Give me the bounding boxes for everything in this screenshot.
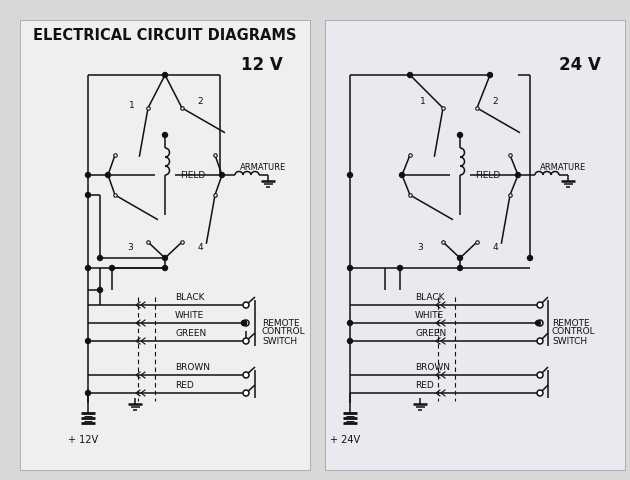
Text: ARMATURE: ARMATURE	[240, 164, 286, 172]
Text: BLACK: BLACK	[175, 293, 205, 302]
Text: SWITCH: SWITCH	[262, 336, 297, 346]
Circle shape	[105, 172, 110, 178]
Circle shape	[241, 321, 246, 325]
Circle shape	[399, 172, 404, 178]
Text: 3: 3	[417, 243, 423, 252]
Text: BROWN: BROWN	[415, 363, 450, 372]
Text: GREEN: GREEN	[175, 329, 206, 338]
Circle shape	[348, 172, 353, 178]
Circle shape	[243, 338, 249, 344]
Circle shape	[243, 390, 249, 396]
Circle shape	[219, 172, 224, 178]
Circle shape	[243, 372, 249, 378]
Text: FIELD: FIELD	[180, 170, 205, 180]
Text: 4: 4	[197, 243, 203, 252]
Text: 4: 4	[492, 243, 498, 252]
Circle shape	[457, 255, 462, 261]
Circle shape	[243, 302, 249, 308]
Text: RED: RED	[175, 381, 194, 390]
Text: GREEN: GREEN	[415, 329, 446, 338]
Text: ELECTRICAL CIRCUIT DIAGRAMS: ELECTRICAL CIRCUIT DIAGRAMS	[33, 27, 297, 43]
Circle shape	[86, 391, 91, 396]
Circle shape	[241, 321, 246, 325]
Circle shape	[163, 72, 168, 77]
Text: 1: 1	[420, 97, 426, 107]
Circle shape	[86, 338, 91, 344]
Text: CONTROL: CONTROL	[552, 327, 595, 336]
Circle shape	[457, 132, 462, 137]
Text: 2: 2	[492, 97, 498, 107]
Circle shape	[515, 172, 520, 178]
Circle shape	[488, 72, 493, 77]
Text: RED: RED	[415, 381, 433, 390]
Circle shape	[537, 302, 543, 308]
Text: 12 V: 12 V	[241, 56, 283, 74]
Circle shape	[86, 265, 91, 271]
Circle shape	[98, 255, 103, 261]
Circle shape	[163, 265, 168, 271]
Text: + 24V: + 24V	[330, 435, 360, 445]
Circle shape	[348, 265, 353, 271]
Text: FIELD: FIELD	[475, 170, 500, 180]
Circle shape	[537, 320, 543, 326]
Text: 24 V: 24 V	[559, 56, 601, 74]
Text: WHITE: WHITE	[175, 311, 204, 320]
Bar	[20, 20, 310, 470]
Text: 2: 2	[197, 97, 203, 107]
Circle shape	[457, 265, 462, 271]
Text: CONTROL: CONTROL	[262, 327, 306, 336]
Text: REMOTE: REMOTE	[262, 319, 300, 327]
Circle shape	[348, 338, 353, 344]
Circle shape	[537, 338, 543, 344]
Circle shape	[537, 372, 543, 378]
Circle shape	[86, 192, 91, 197]
Text: SWITCH: SWITCH	[552, 336, 587, 346]
Text: 1: 1	[129, 100, 135, 109]
Text: BROWN: BROWN	[175, 363, 210, 372]
Text: WHITE: WHITE	[415, 311, 444, 320]
Circle shape	[110, 265, 115, 271]
Text: + 12V: + 12V	[68, 435, 98, 445]
Circle shape	[243, 320, 249, 326]
Text: 3: 3	[127, 243, 133, 252]
Circle shape	[348, 321, 353, 325]
Circle shape	[527, 255, 532, 261]
Text: ARMATURE: ARMATURE	[540, 164, 587, 172]
Circle shape	[86, 172, 91, 178]
Circle shape	[536, 321, 541, 325]
Text: BLACK: BLACK	[415, 293, 445, 302]
Circle shape	[408, 72, 413, 77]
Bar	[325, 20, 625, 470]
Circle shape	[163, 132, 168, 137]
Circle shape	[163, 255, 168, 261]
Text: REMOTE: REMOTE	[552, 319, 590, 327]
Circle shape	[98, 288, 103, 292]
Circle shape	[398, 265, 403, 271]
Circle shape	[537, 390, 543, 396]
